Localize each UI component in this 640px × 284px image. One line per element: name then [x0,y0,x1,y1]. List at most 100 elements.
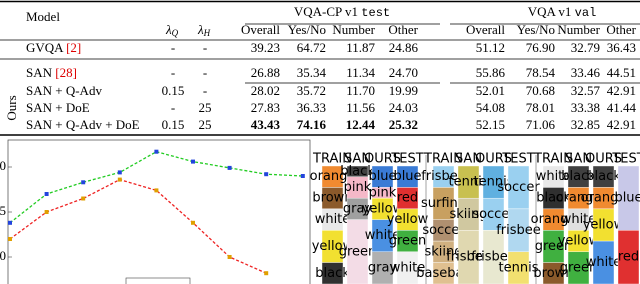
cell: 28.02 [251,83,280,98]
cell: 52.15 [476,117,505,132]
cell: 35.72 [297,83,326,98]
block-label: tennis [449,175,489,190]
block-label: frisbee [421,169,466,184]
plot-frame [7,139,311,284]
marker [191,220,195,225]
cell: 33.38 [571,100,600,115]
block-label: baseball [416,266,470,281]
cell: - [203,40,207,55]
cell: 64.72 [297,40,326,55]
cell: 36.33 [297,100,326,115]
cell: 35.34 [297,65,327,80]
cell: 12.44 [346,117,376,132]
block-label: black [586,169,621,184]
cell: 41.44 [607,100,637,115]
column-head: TRAIN [533,152,573,167]
block-label: soccer [422,223,465,238]
column-header: Overall [466,22,505,37]
block-label: white [365,228,401,243]
symbol: λ [165,22,172,37]
block-label: black [561,169,596,184]
block-label: frisbee [471,250,516,265]
column-head: SAN [455,152,482,167]
group-header: VQA v1 val [528,4,597,20]
cell: 70.68 [526,83,555,98]
cell: 76.90 [526,40,555,55]
column-header: Other [606,22,636,37]
block-label: green [339,244,377,259]
column-head: TEST [611,152,640,167]
column-head: TRAIN [312,152,352,167]
block-label: white [536,169,572,184]
cell: 25 [199,100,212,115]
column-head: SAN [344,152,371,167]
marker [81,180,86,185]
model-name: SAN + DoE [26,100,90,115]
block-label: orange [310,169,356,184]
y-tick-label: 25 [0,203,6,218]
y-tick-label: 20 [0,248,6,263]
legend-box [125,277,191,284]
block-label: green [535,239,573,254]
cell: 52.01 [476,83,505,98]
cell: 36.43 [607,40,636,55]
cell: 71.06 [526,117,556,132]
block-label: red [618,250,639,265]
header: λQ [165,22,179,38]
model-name: GVQA [26,40,64,55]
model-name: SAN [26,65,53,80]
model: SAN + Q-Adv + DoE [26,117,140,132]
model: SAN + DoE [26,100,90,115]
block-label: frisbee [446,250,491,265]
header: Model [26,9,60,24]
cell: 27.83 [251,100,280,115]
block-label: frisbee [496,223,541,238]
cell: 39.23 [251,40,280,55]
marker [154,188,159,193]
block-label: yellow [312,239,354,254]
block-label: blue [614,191,640,206]
stack-figure: TRAINorangebrownwhiteyellowblackSANblack… [310,152,640,284]
split: test [361,6,390,20]
cell: 25 [199,117,212,132]
cell: 24.86 [389,40,419,55]
sub: H [203,28,211,38]
block-label: skiing [424,244,462,259]
cell: 74.16 [297,117,327,132]
cell: - [203,65,207,80]
column-head: TEST [501,152,534,167]
marker [227,165,232,170]
cell: 55.86 [476,65,506,80]
marker [8,237,12,241]
block-label: green [560,260,598,275]
model: SAN [28] [26,65,77,80]
cell: 51.12 [476,40,505,55]
marker [264,172,269,177]
block-label: pink [344,180,372,195]
series-line [9,151,303,224]
block-label: black [536,191,571,206]
sub: Q [172,28,179,38]
model: GVQA [2] [26,40,81,55]
block-label: soccer [472,207,515,222]
column-header: Number [332,22,375,37]
cell: 11.34 [346,65,375,80]
block-label: surfing [421,196,466,211]
cell: - [171,100,175,115]
cell: 33.46 [571,65,601,80]
cell: 24.70 [389,65,418,80]
column-header: Overall [241,22,280,37]
model-name: SAN + Q-Adv [26,83,102,98]
block-label: pink [369,185,397,200]
marker [154,149,159,154]
marker [300,174,305,178]
cell: 19.99 [389,83,418,98]
cell: 0.15 [162,83,185,98]
group-name: VQA v1 [528,4,572,19]
block-label: white [586,255,622,270]
group-name: VQA-CP v1 [294,4,358,19]
block-label: orange [531,212,577,227]
